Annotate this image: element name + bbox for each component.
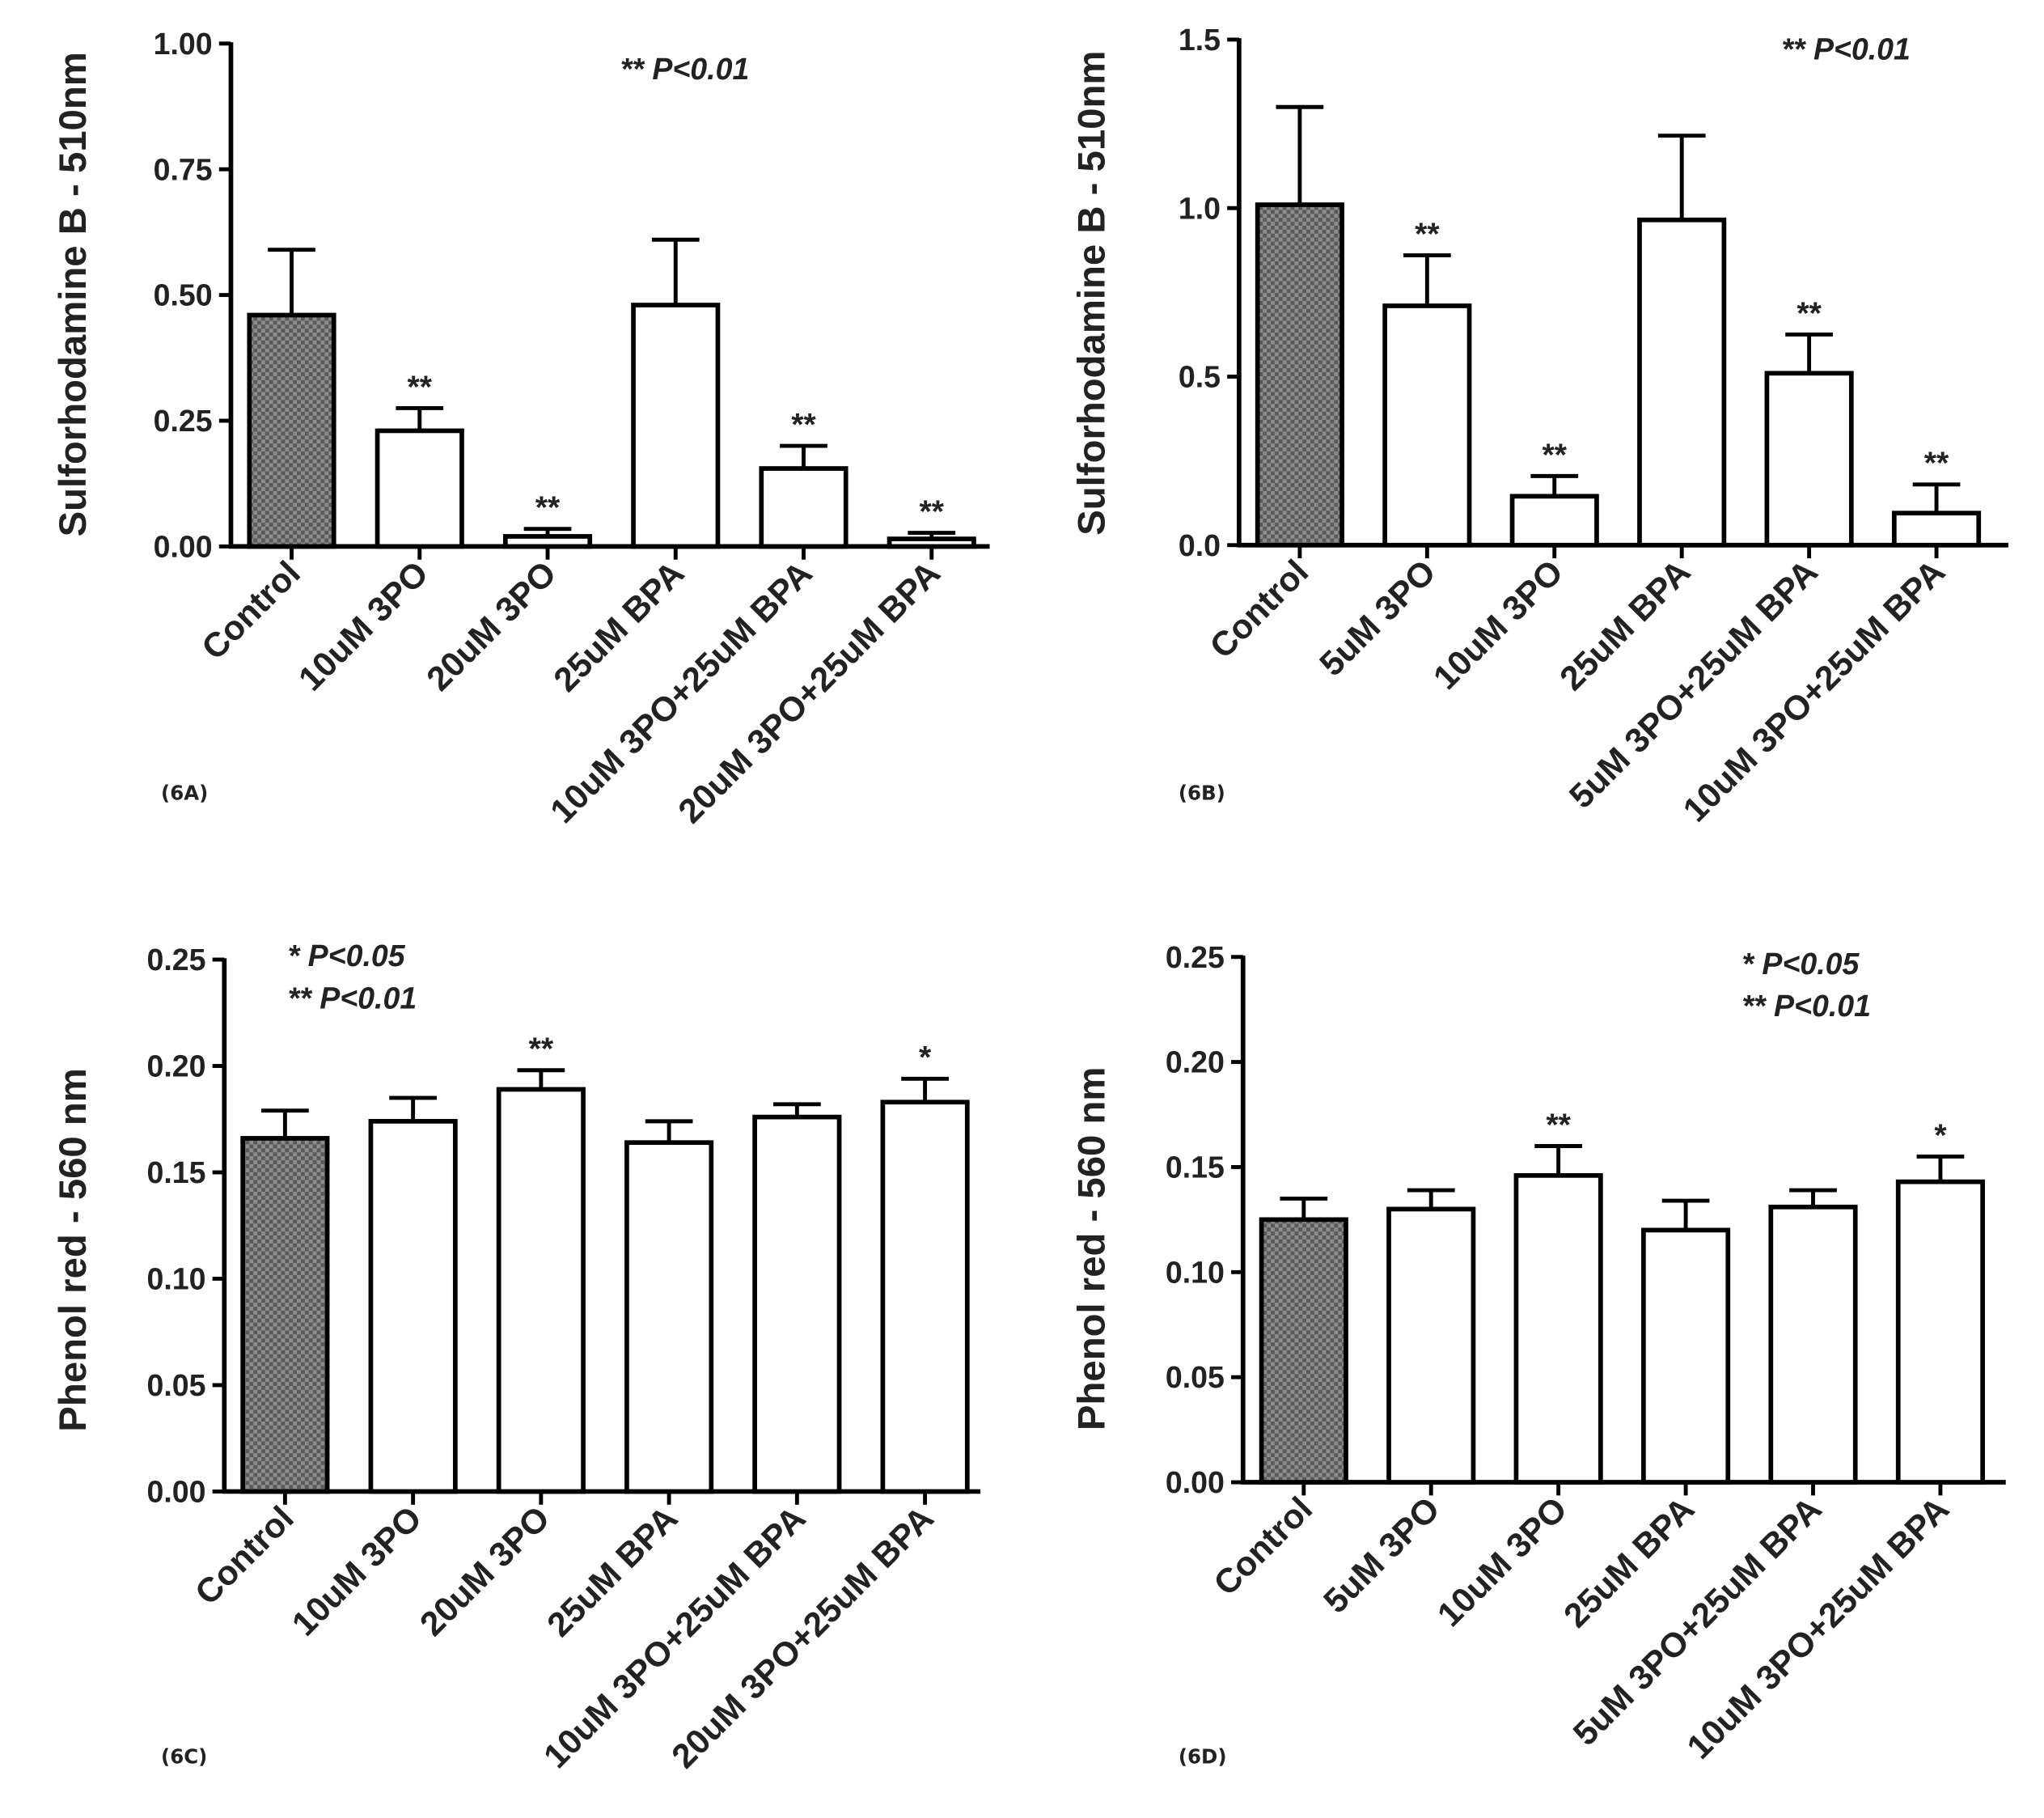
significance-mark: ** [535, 491, 561, 526]
y-tick-label: 0.75 [154, 152, 213, 186]
category-label: 20uM 3PO+25uM BPA [671, 553, 947, 830]
bar-4 [631, 303, 721, 549]
y-tick-label: 0.25 [146, 943, 205, 977]
y-tick-label: 0.25 [1166, 940, 1225, 974]
category-label: 10uM 3PO+25uM BPA [536, 1498, 813, 1775]
significance-mark: ** [920, 495, 945, 530]
y-tick-label: 0.20 [146, 1049, 205, 1083]
y-tick-label: 0.25 [154, 404, 213, 438]
y-tick-label: 1.00 [154, 27, 213, 61]
legend-line: * P<0.05 [1741, 947, 1860, 981]
bar-3 [1513, 1172, 1603, 1485]
y-tick-label: 1.5 [1179, 23, 1221, 57]
legend-line: ** P<0.01 [288, 981, 417, 1015]
bar-2 [1382, 303, 1472, 548]
y-tick-label: 0.50 [154, 278, 213, 312]
significance-mark: ** [1415, 217, 1440, 252]
legend-line: ** P<0.01 [620, 52, 750, 86]
y-tick-label: 0.0 [1179, 528, 1221, 562]
category-label: 10uM 3PO+25uM BPA [1680, 1490, 1957, 1766]
bar-3 [496, 1087, 586, 1494]
bar-6 [880, 1100, 970, 1494]
y-tick-label: 1.0 [1179, 191, 1221, 225]
bar-1 [1255, 202, 1344, 548]
panel-label: (6A) [161, 782, 208, 805]
y-tick-label: 0.20 [1166, 1045, 1225, 1079]
bar-1 [240, 1136, 330, 1494]
bar-1 [1259, 1217, 1348, 1485]
y-tick-label: 0.15 [146, 1155, 205, 1189]
bar-5 [1764, 371, 1854, 548]
y-axis-label: Sulforhodamine B - 510nm [1070, 51, 1113, 536]
bar-5 [752, 1114, 842, 1494]
category-label: 10uM 3PO [1430, 1490, 1574, 1634]
bar-5 [759, 466, 848, 549]
chart-panel-2: 0.0 0.5 1.0 1.5 Sulforhodamine B - 510nm Cont… [1070, 23, 2008, 829]
category-label: Control [194, 553, 307, 667]
bar-6 [887, 536, 976, 549]
category-label: Control [188, 1498, 301, 1612]
chart-panel-3: 0.00 0.05 0.10 0.15 0.20 0.25 Phenol red - 560… [52, 939, 981, 1775]
category-label: 5uM 3PO+25uM BPA [1562, 553, 1825, 816]
y-tick-label: 0.00 [1166, 1465, 1225, 1499]
y-tick-label: 0.00 [154, 529, 213, 563]
category-label: 10uM 3PO+25uM BPA [543, 553, 819, 830]
bar-2 [375, 428, 464, 549]
y-tick-label: 0.10 [146, 1262, 205, 1296]
y-tick-label: 0.05 [1166, 1360, 1225, 1394]
y-tick-label: 0.05 [146, 1368, 205, 1402]
y-tick-label: 0.10 [1166, 1255, 1225, 1289]
legend-line: ** P<0.01 [1781, 32, 1911, 66]
category-label: Control [1206, 1490, 1319, 1603]
category-label: Control [1202, 553, 1315, 666]
y-axis-label: Phenol red - 560 nm [52, 1068, 95, 1431]
panel-label: (6B) [1179, 782, 1225, 805]
bar-6 [1895, 1179, 1985, 1485]
significance-mark: ** [791, 408, 816, 443]
category-label: 10uM 3PO [1426, 553, 1570, 697]
chart-panel-4: 0.00 0.05 0.10 0.15 0.20 0.25 Phenol red - 560… [1070, 940, 2006, 1769]
chart-panel-1: 0.00 0.25 0.50 0.75 1.00 Sulforhodamine B - 5… [52, 27, 990, 830]
category-label: 5uM 3PO [1312, 553, 1443, 684]
y-axis-label: Sulforhodamine B - 510nm [52, 52, 95, 536]
significance-mark: * [1934, 1118, 1947, 1153]
bar-1 [247, 312, 336, 549]
legend-line: ** P<0.01 [1741, 989, 1871, 1023]
significance-mark: ** [1546, 1108, 1571, 1142]
significance-mark: ** [1796, 296, 1822, 331]
significance-mark: ** [408, 370, 433, 405]
category-label: 10uM 3PO [285, 1498, 429, 1642]
legend-line: * P<0.05 [288, 939, 406, 973]
significance-mark: ** [1543, 438, 1568, 473]
panel-label: (6D) [1179, 1745, 1227, 1769]
bar-3 [502, 534, 593, 549]
y-tick-label: 0.5 [1179, 360, 1221, 394]
significance-mark: ** [529, 1032, 554, 1067]
bar-2 [1386, 1206, 1476, 1485]
bar-5 [1768, 1204, 1858, 1485]
bar-3 [1509, 494, 1599, 548]
bar-4 [1637, 217, 1727, 548]
y-axis-label: Phenol red - 560 nm [1070, 1067, 1113, 1430]
category-label: 20uM 3PO [413, 1498, 556, 1642]
category-label: 5uM 3PO+25uM BPA [1566, 1490, 1829, 1752]
category-label: 5uM 3PO [1316, 1490, 1447, 1621]
significance-mark: * [919, 1040, 932, 1075]
y-tick-label: 0.15 [1166, 1151, 1225, 1184]
panel-label: (6C) [161, 1745, 207, 1769]
significance-mark: ** [1924, 447, 1949, 481]
bar-2 [368, 1119, 458, 1494]
y-tick-label: 0.00 [146, 1475, 205, 1509]
bar-4 [1641, 1227, 1731, 1485]
category-label: 10uM 3PO+25uM BPA [1676, 553, 1953, 829]
category-label: 20uM 3PO [419, 553, 563, 697]
bar-6 [1891, 511, 1982, 548]
category-label: 20uM 3PO+25uM BPA [664, 1498, 941, 1775]
bar-4 [624, 1140, 714, 1494]
category-label: 10uM 3PO [291, 553, 435, 697]
